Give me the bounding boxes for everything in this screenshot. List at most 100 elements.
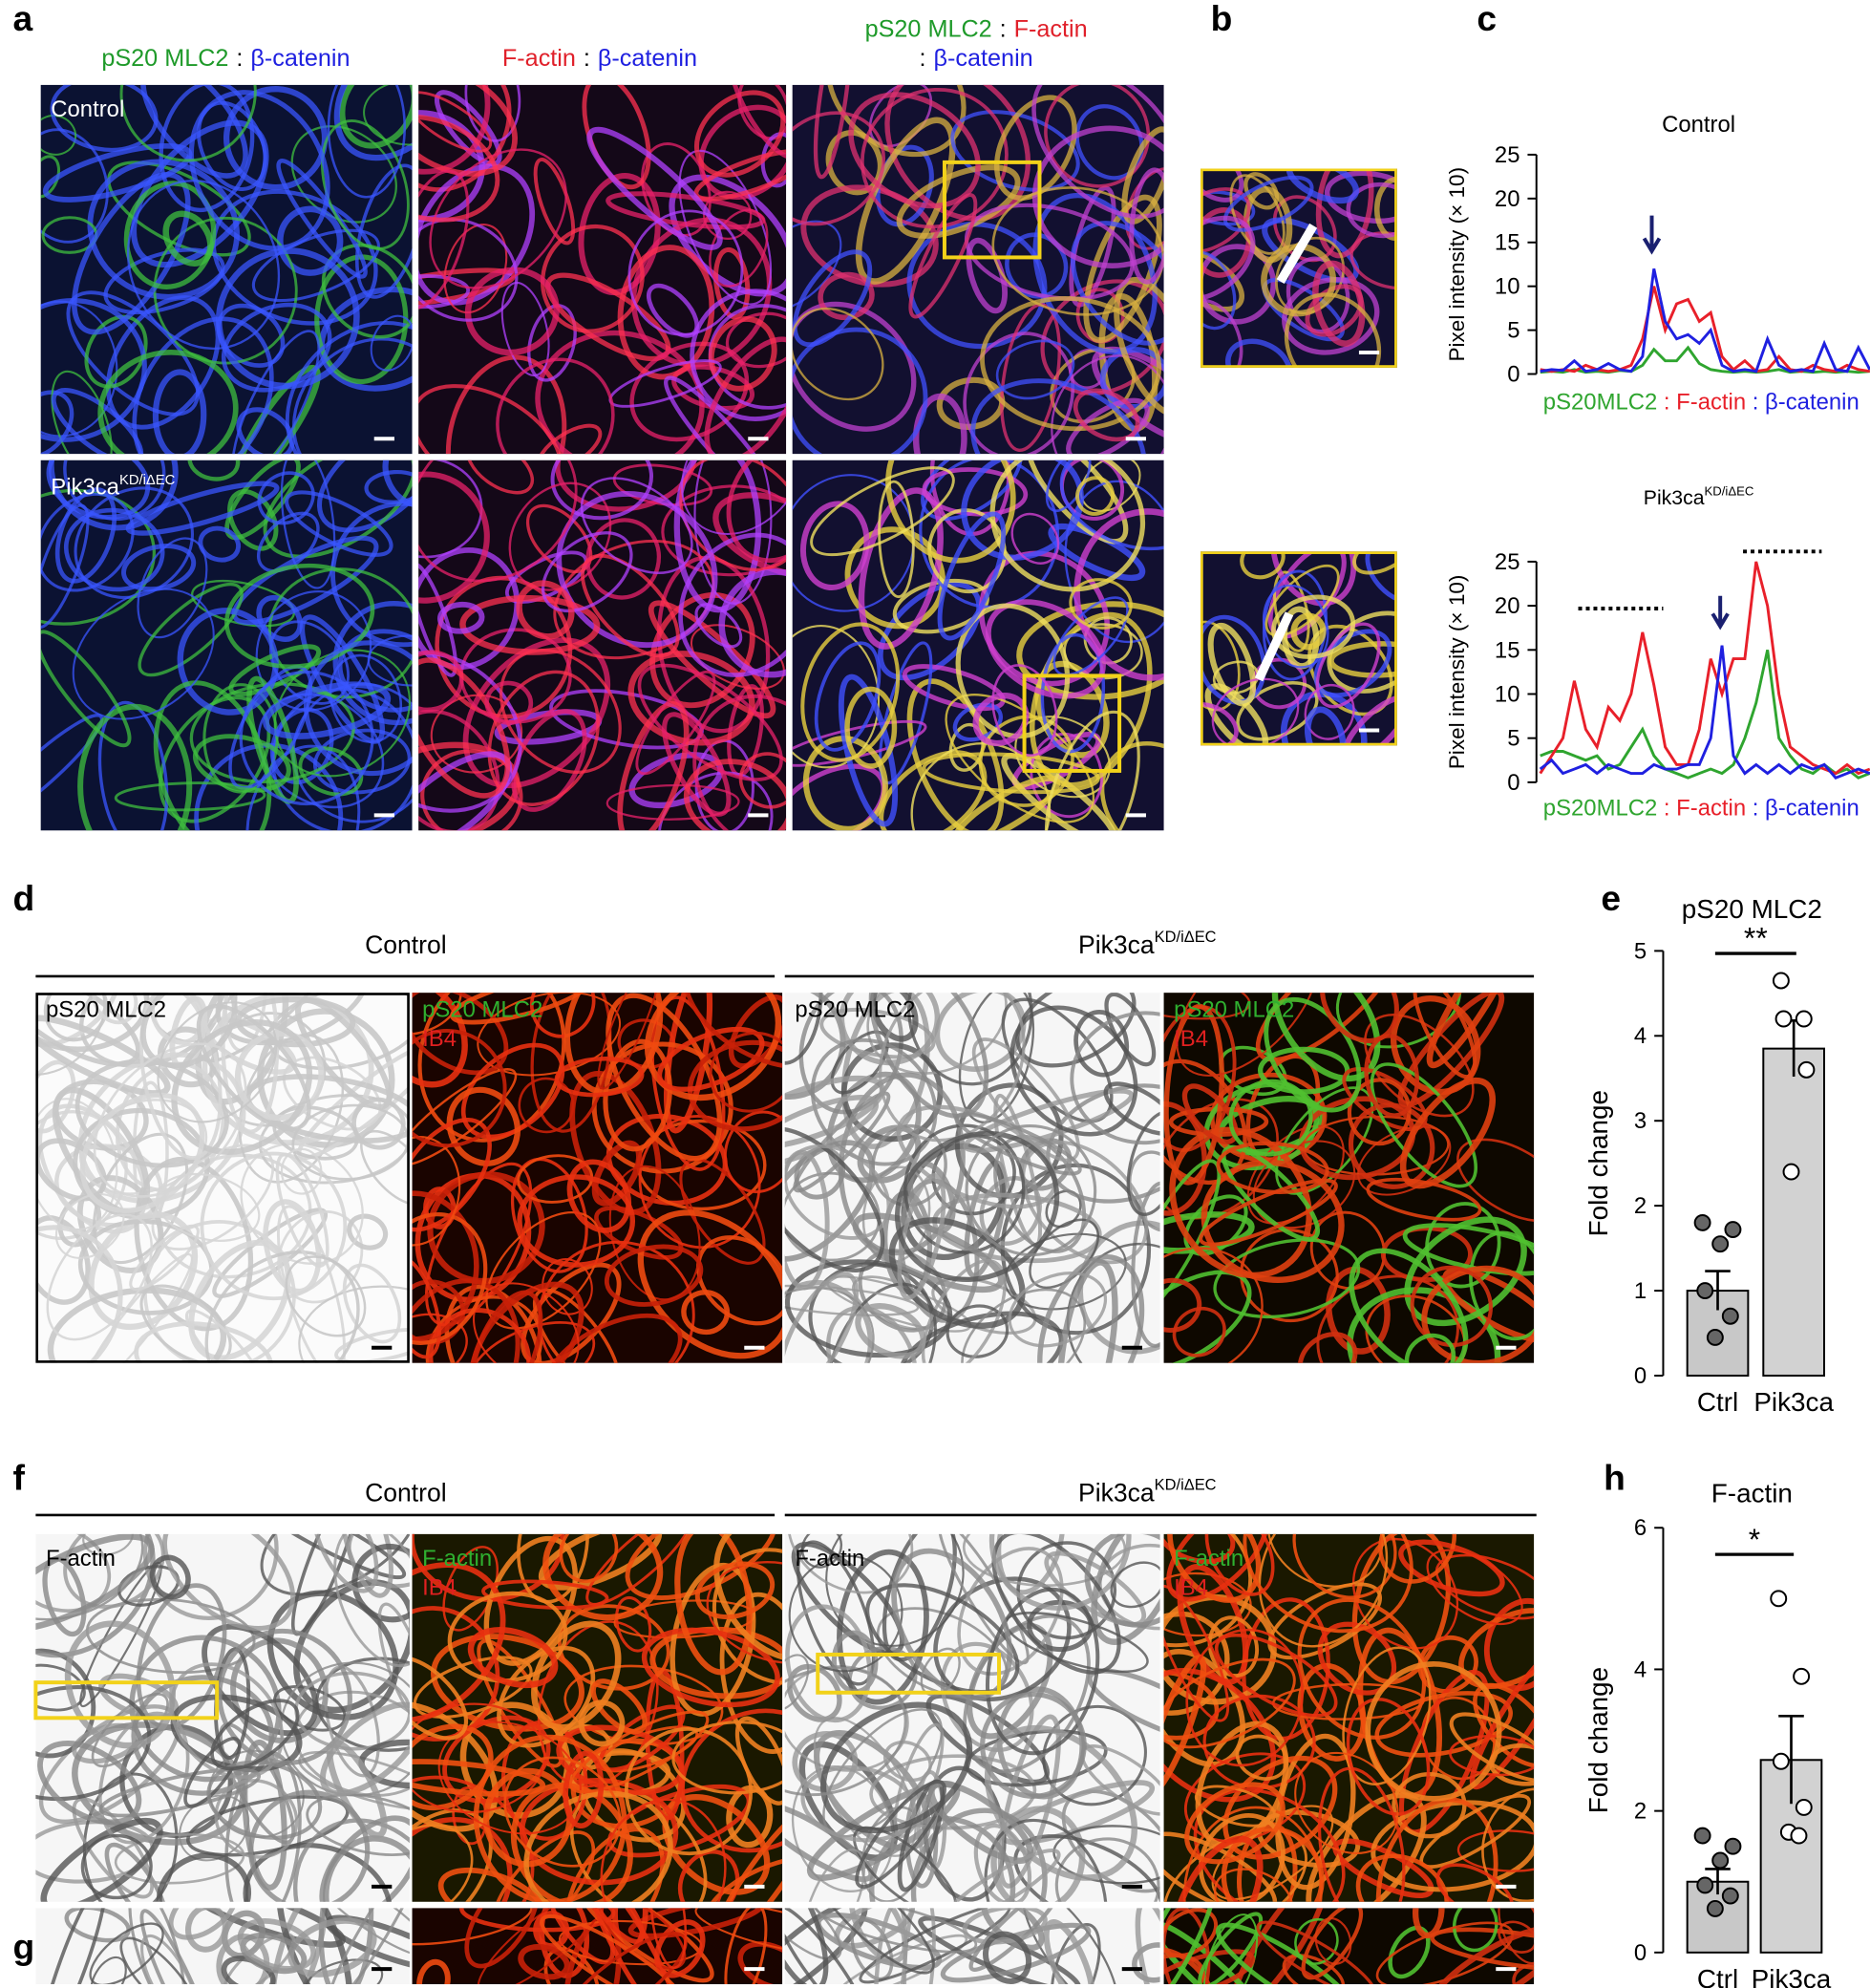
y-tick-label: 5 [1507, 318, 1519, 344]
micrograph [1163, 993, 1535, 1363]
cell-outline [963, 331, 1075, 455]
y-axis-label: Fold change [1583, 1090, 1613, 1236]
data-point [1790, 1827, 1808, 1845]
cell-outline [538, 1240, 695, 1363]
cell-outline [35, 1225, 123, 1363]
row-label: Pik3caKD/iΔEC [51, 473, 175, 501]
group-label: Pik3caKD/iΔEC [1078, 1476, 1217, 1507]
cell-outline [661, 484, 787, 577]
cell-outline [436, 601, 485, 634]
cell-outline [187, 460, 241, 481]
cell-outline [991, 664, 1058, 757]
cell-outline [784, 1908, 868, 1985]
micrograph [792, 460, 1164, 831]
cell-outline [1271, 594, 1356, 659]
cell-outline [537, 423, 603, 455]
legend-entry: pS20MLC2 [1543, 390, 1657, 416]
cell-outline [412, 1824, 474, 1902]
cell-outline [898, 1311, 1064, 1363]
cell-outline [140, 1934, 200, 1985]
cell-outline [257, 471, 315, 525]
cell-outline [554, 1057, 645, 1098]
cell-outline [292, 1818, 410, 1902]
cell-outline [627, 209, 744, 336]
cell-outline [869, 993, 919, 1042]
x-tick-label: Pik3ca [1752, 1964, 1832, 1988]
cell-outline [425, 1295, 543, 1363]
cell-outline [119, 84, 257, 162]
cell-outline [97, 700, 169, 831]
cell-outline [1228, 1079, 1313, 1157]
cell-outline [972, 692, 1030, 747]
cell-outline [802, 1849, 866, 1902]
cell-outline [1103, 1081, 1160, 1136]
cell-outline [787, 1663, 842, 1722]
image-label: pS20 MLC2 [46, 996, 166, 1022]
group-label: Pik3caKD/iΔEC [1078, 929, 1217, 959]
cell-outline [1059, 460, 1164, 551]
data-point [1711, 1235, 1730, 1253]
cell-outline [937, 511, 1007, 641]
cell-outline [694, 1908, 783, 1956]
cell-outline [412, 1759, 546, 1797]
cell-outline [35, 1533, 112, 1614]
cell-outline [934, 993, 1027, 1072]
micrograph-texture [412, 1533, 783, 1902]
cell-outline [1266, 1533, 1384, 1588]
cell-outline [1256, 1920, 1377, 1985]
cell-outline [200, 1151, 348, 1301]
cell-outline [878, 993, 1026, 1143]
cell-outline [995, 339, 1075, 400]
legend-separator: : [1753, 390, 1759, 416]
cell-outline [690, 289, 787, 421]
cell-outline [280, 460, 336, 589]
cell-outline [129, 1224, 200, 1292]
y-axis-label: Pixel intensity (× 10) [1445, 167, 1469, 362]
cell-outline [257, 1008, 395, 1148]
cell-outline [1163, 1831, 1278, 1902]
image-label: F-actin [422, 1546, 492, 1571]
cell-outline [217, 1628, 352, 1765]
cell-outline [664, 993, 713, 1134]
cell-outline [1194, 1785, 1277, 1828]
panel-letter: a [12, 0, 32, 38]
cell-outline [1043, 1918, 1095, 1985]
cell-outline [1054, 1837, 1160, 1902]
cell-outline [885, 460, 1016, 564]
cell-outline [1235, 1734, 1289, 1781]
cell-outline [984, 1724, 1137, 1881]
cell-outline [216, 303, 286, 368]
cell-outline [580, 477, 693, 575]
cell-outline [248, 1789, 371, 1902]
cell-outline [627, 651, 755, 746]
cell-outline [1301, 1908, 1364, 1980]
cell-outline [656, 1026, 765, 1092]
image-layer [35, 84, 1535, 1985]
profile-line [1540, 345, 1870, 374]
cell-outline [153, 680, 272, 831]
cell-outline [153, 216, 298, 365]
cell-outline [1163, 1908, 1218, 1957]
micrograph-texture [784, 993, 1160, 1363]
micrograph-texture [35, 993, 410, 1363]
cell-outline [40, 714, 104, 826]
cell-outline [1207, 622, 1257, 707]
cell-outline [553, 539, 715, 660]
cell-outline [802, 736, 888, 831]
cell-outline [635, 670, 716, 776]
cell-outline [412, 1808, 493, 1902]
cell-outline [1371, 1800, 1535, 1892]
cell-outline [606, 783, 740, 821]
panel-letter: f [12, 1457, 25, 1497]
data-point [1693, 1827, 1711, 1845]
cell-outline [997, 1714, 1061, 1889]
micrograph [1163, 1533, 1535, 1902]
roi-box [942, 160, 1042, 260]
text-part: : [584, 45, 590, 72]
cell-outline [412, 1655, 469, 1741]
cell-outline [77, 703, 193, 831]
cell-outline [221, 302, 332, 393]
cell-outline [202, 1623, 319, 1737]
cell-outline [1355, 1853, 1450, 1902]
